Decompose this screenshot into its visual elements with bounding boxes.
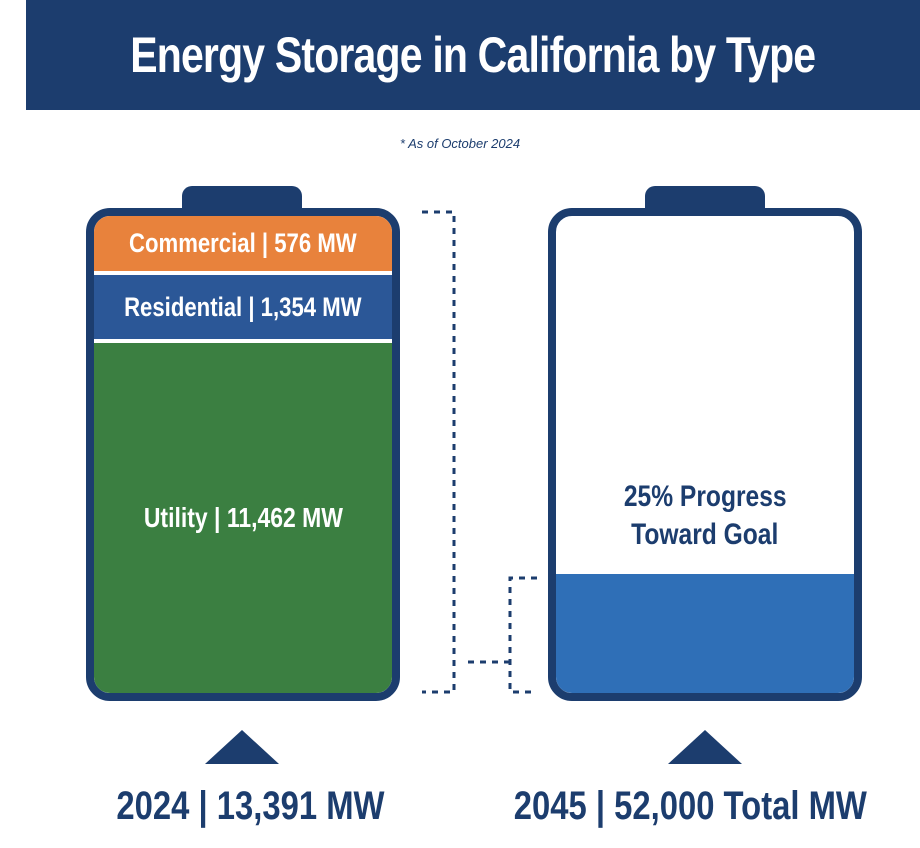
right-footer-label: 2045 | 52,000 Total MW [513,784,867,828]
progress-text-line2: Toward Goal [631,518,779,551]
segment-utility-label: Utility | 11,462 MW [143,502,343,533]
segment-residential-label: Residential | 1,354 MW [124,291,362,322]
progress-text-line1: 25% Progress [623,480,787,513]
as-of-note: * As of October 2024 [399,136,521,151]
right-battery-cap [645,186,765,212]
left-battery-cap [182,186,302,212]
segment-utility: Utility | 11,462 MW [94,343,392,693]
left-footer: 2024 | 13,391 MW [60,784,440,829]
left-arrow-icon [205,730,279,764]
right-battery: 25% Progress Toward Goal [548,208,862,701]
segment-commercial: Commercial | 576 MW [94,216,392,271]
title-banner: Energy Storage in California by Type [26,0,920,110]
progress-text: 25% Progress Toward Goal [556,478,854,554]
left-battery: Commercial | 576 MW Residential | 1,354 … [86,208,400,701]
chart-title: Energy Storage in California by Type [130,27,816,83]
segment-commercial-label: Commercial | 576 MW [129,228,357,258]
segment-residential: Residential | 1,354 MW [94,275,392,339]
bracket-progress [508,576,537,694]
right-arrow-icon [668,730,742,764]
right-footer: 2045 | 52,000 Total MW [470,784,910,829]
left-footer-label: 2024 | 13,391 MW [115,784,385,828]
progress-fill [556,574,854,693]
dashed-bracket-connector [422,210,537,694]
bracket-total [422,210,456,694]
